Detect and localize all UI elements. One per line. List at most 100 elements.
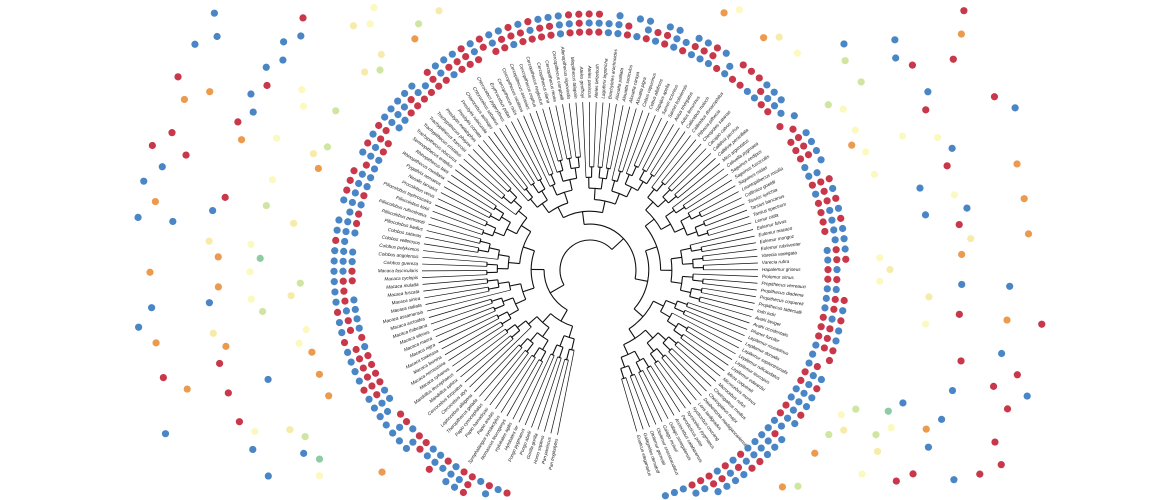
tip-branch xyxy=(432,210,484,231)
trait-dot xyxy=(825,430,833,439)
tip-branch xyxy=(557,350,575,435)
trait-dot xyxy=(450,71,458,79)
branch-stem xyxy=(520,225,532,233)
branch-stem xyxy=(649,353,657,363)
branch-stem xyxy=(682,263,694,265)
tip-branch xyxy=(506,359,540,417)
trait-dot xyxy=(346,326,355,334)
tip-branch xyxy=(698,301,752,317)
tip-branch xyxy=(562,104,572,159)
branch-stem xyxy=(677,300,688,306)
trait-dot xyxy=(367,152,375,160)
tip-branch xyxy=(672,168,725,209)
branch-arc xyxy=(479,238,482,244)
trait-dot xyxy=(666,23,674,31)
tip-branch xyxy=(674,344,717,382)
trait-dot xyxy=(834,204,843,212)
branch-stem xyxy=(691,248,702,252)
trait-dot xyxy=(830,226,838,234)
branch-stem xyxy=(656,183,664,192)
trait-dot xyxy=(504,23,512,32)
trait-dot xyxy=(342,227,350,236)
trait-dot xyxy=(1011,104,1019,112)
tip-branch xyxy=(452,328,506,367)
trait-dot xyxy=(314,164,322,173)
branch-stem xyxy=(628,365,633,376)
branch-stem xyxy=(598,167,601,178)
trait-dot xyxy=(802,403,811,411)
trait-dot xyxy=(817,375,825,384)
trait-dot xyxy=(829,184,837,193)
trait-dot xyxy=(576,28,584,36)
trait-dot xyxy=(713,44,722,52)
branch-stem xyxy=(680,289,691,294)
branch-arc xyxy=(621,377,627,380)
trait-dot xyxy=(691,42,699,51)
tip-branch xyxy=(705,209,748,227)
trait-dot xyxy=(575,19,583,27)
trait-dot xyxy=(687,51,696,59)
trait-dot xyxy=(475,35,483,43)
trait-dot xyxy=(823,334,831,343)
trait-dot xyxy=(367,174,375,182)
trait-dot xyxy=(736,81,744,89)
tip-branch xyxy=(638,372,663,422)
branch-arc xyxy=(518,344,523,349)
trait-dot xyxy=(794,482,802,490)
trait-dot xyxy=(700,47,708,55)
trait-dot xyxy=(182,151,190,159)
branch-stem xyxy=(549,284,565,294)
trait-dot xyxy=(501,44,509,52)
trait-dot xyxy=(348,258,356,266)
trait-dot xyxy=(1003,316,1011,324)
trait-dot xyxy=(808,181,816,189)
tip-branch xyxy=(657,360,692,405)
branch-stem xyxy=(568,325,574,338)
branch-arc xyxy=(625,183,639,192)
trait-dot xyxy=(246,268,254,276)
trait-dot xyxy=(295,339,303,347)
tip-label: Eulemur mongoz xyxy=(759,234,795,245)
tip-branch xyxy=(638,117,662,168)
trait-dot xyxy=(382,126,390,135)
trait-dot xyxy=(713,467,721,475)
trait-dot xyxy=(256,254,264,262)
trait-dot xyxy=(809,350,817,358)
trait-dot xyxy=(737,450,745,458)
tip-label: Eulemur macaco xyxy=(758,226,793,238)
tip-branch xyxy=(634,374,657,425)
trait-dot xyxy=(366,20,374,28)
trait-dot xyxy=(721,462,729,470)
tip-label: Lagothrix lagotricha xyxy=(601,58,609,99)
trait-dot xyxy=(825,356,834,365)
trait-dot xyxy=(396,410,405,418)
trait-dot xyxy=(695,34,703,43)
tip-label: Propithecus diadema xyxy=(761,288,805,298)
tip-label: Brachyteles arachnoides xyxy=(607,48,618,99)
trait-dot xyxy=(249,108,257,116)
trait-dot xyxy=(259,307,267,316)
trait-dot xyxy=(346,208,354,216)
trait-dot xyxy=(174,73,182,81)
branch-arc xyxy=(516,217,528,235)
trait-dot xyxy=(670,488,679,497)
trait-dot xyxy=(823,197,831,205)
trait-dot xyxy=(216,359,224,368)
tip-label: Macaca fuscata xyxy=(387,289,420,298)
branch-arc xyxy=(538,359,543,363)
trait-dot xyxy=(375,156,383,164)
branch-arc xyxy=(487,243,491,252)
branch-arc xyxy=(680,334,684,339)
trait-dot xyxy=(763,81,771,89)
branch-arc xyxy=(623,329,646,346)
tip-branch xyxy=(456,332,509,372)
branch-stem xyxy=(634,350,641,361)
trait-dot xyxy=(383,407,392,416)
trait-dot xyxy=(817,178,825,186)
branch-arc xyxy=(525,320,532,328)
trait-dot xyxy=(431,62,439,70)
trait-dot xyxy=(813,362,821,371)
branch-arc xyxy=(498,213,505,221)
trait-dot xyxy=(735,6,743,14)
trait-dot xyxy=(411,35,419,43)
